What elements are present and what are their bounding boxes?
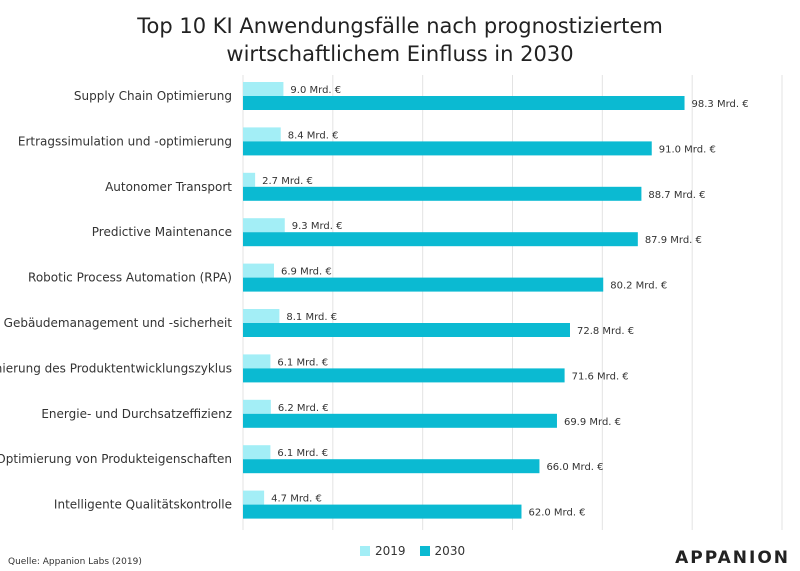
legend-item-2019: 2019 xyxy=(360,544,406,558)
legend-label-2019: 2019 xyxy=(375,544,406,558)
data-label-2030: 98.3 Mrd. € xyxy=(692,99,749,110)
chart-title-line-1: Top 10 KI Anwendungsfälle nach prognosti… xyxy=(137,14,663,38)
category-label: Optimierung von Produkteigenschaften xyxy=(0,452,232,466)
category-label: Autonomer Transport xyxy=(105,180,232,194)
data-label-2019: 9.0 Mrd. € xyxy=(290,85,341,96)
bar-2019 xyxy=(243,445,271,460)
bar-2030 xyxy=(243,413,557,428)
bar-2019 xyxy=(243,127,281,142)
brand-logo: APPANION xyxy=(675,548,790,568)
data-label-2030: 66.0 Mrd. € xyxy=(546,462,603,473)
bar-2030 xyxy=(243,141,652,156)
bar-2019 xyxy=(243,354,271,369)
legend-swatch-2019 xyxy=(360,546,370,556)
bar-2030 xyxy=(243,96,685,110)
data-label-2019: 8.4 Mrd. € xyxy=(288,130,339,141)
data-label-2019: 6.1 Mrd. € xyxy=(277,448,328,459)
bar-2030 xyxy=(243,323,570,337)
chart-title: Top 10 KI Anwendungsfälle nach prognosti… xyxy=(0,12,800,68)
source-note: Quelle: Appanion Labs (2019) xyxy=(8,557,142,567)
data-label-2030: 72.8 Mrd. € xyxy=(577,326,634,337)
legend-item-2030: 2030 xyxy=(419,544,466,558)
bar-2019 xyxy=(243,399,271,414)
legend-label-2030: 2030 xyxy=(434,544,466,558)
category-label: Energie- und Durchsatzeffizienz xyxy=(41,407,232,421)
data-label-2019: 6.1 Mrd. € xyxy=(277,357,328,368)
bar-2019 xyxy=(243,218,285,233)
data-label-2019: 9.3 Mrd. € xyxy=(292,221,343,232)
category-label: Intelligente Qualitätskontrolle xyxy=(54,498,232,512)
bar-2030 xyxy=(243,232,638,247)
bar-2030 xyxy=(243,504,522,519)
data-label-2030: 62.0 Mrd. € xyxy=(528,508,585,519)
bar-2030 xyxy=(243,277,604,292)
data-label-2019: 8.1 Mrd. € xyxy=(286,312,337,323)
data-label-2030: 69.9 Mrd. € xyxy=(564,417,621,428)
bar-2019 xyxy=(243,309,280,323)
chart-title-line-2: wirtschaftlichem Einfluss in 2030 xyxy=(226,42,574,66)
category-label: Ertragssimulation und -optimierung xyxy=(18,134,232,148)
bar-2019 xyxy=(243,490,265,505)
bar-2030 xyxy=(243,186,642,201)
data-label-2030: 80.2 Mrd. € xyxy=(610,281,667,292)
category-label: Gebäudemanagement und -sicherheit xyxy=(4,316,233,330)
data-label-2030: 87.9 Mrd. € xyxy=(645,235,702,246)
bar-2019 xyxy=(243,82,284,96)
bar-2030 xyxy=(243,459,540,474)
category-label: Optimierung des Produktentwicklungszyklu… xyxy=(0,361,232,375)
data-label-2030: 71.6 Mrd. € xyxy=(572,371,629,382)
data-label-2019: 6.2 Mrd. € xyxy=(278,403,329,414)
data-label-2019: 6.9 Mrd. € xyxy=(281,267,332,278)
legend-swatch-2030 xyxy=(419,546,430,556)
data-label-2019: 4.7 Mrd. € xyxy=(271,494,322,505)
data-label-2030: 91.0 Mrd. € xyxy=(659,144,716,155)
category-label: Supply Chain Optimierung xyxy=(74,89,232,103)
bar-2019 xyxy=(243,263,274,278)
data-label-2030: 88.7 Mrd. € xyxy=(648,190,705,201)
category-label: Robotic Process Automation (RPA) xyxy=(28,271,232,285)
data-label-2019: 2.7 Mrd. € xyxy=(262,176,313,187)
bar-2019 xyxy=(243,172,256,187)
category-label: Predictive Maintenance xyxy=(92,225,232,239)
bar-2030 xyxy=(243,368,565,383)
legend: 2019 2030 xyxy=(360,544,465,558)
